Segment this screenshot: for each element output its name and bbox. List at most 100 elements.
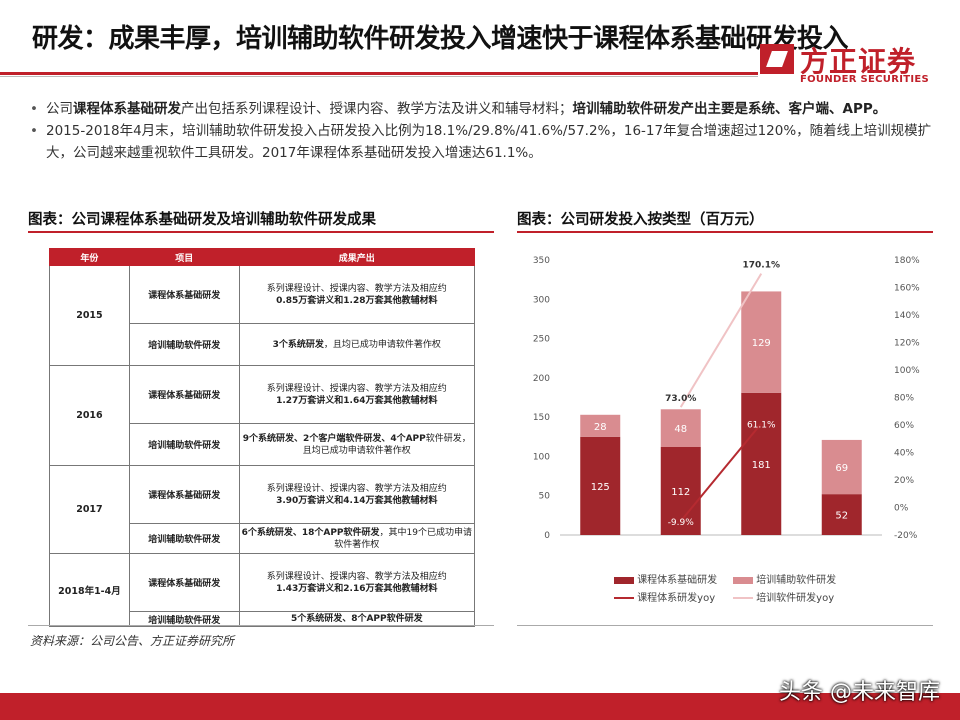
legend-item: 培训辅助软件研发 bbox=[733, 571, 836, 586]
bar-value-label: 125 bbox=[591, 482, 610, 493]
left-section-divider bbox=[28, 231, 494, 233]
bar-course bbox=[741, 392, 782, 535]
page-title: 研发：成果丰厚，培训辅助软件研发投入增速快于课程体系基础研发投入 bbox=[32, 24, 849, 54]
item-cell: 培训辅助软件研发 bbox=[128, 323, 240, 366]
bar-software bbox=[660, 409, 701, 447]
y2-tick-label: -20% bbox=[894, 531, 918, 540]
legend-label: 培训辅助软件研发 bbox=[756, 575, 837, 586]
y2-tick-label: 120% bbox=[894, 339, 920, 349]
output-bold: 6个系统研发、18个APP软件研发 bbox=[241, 527, 380, 538]
table-header: 年份 bbox=[49, 248, 130, 266]
legend-item: 课程体系研发yoy bbox=[614, 589, 715, 604]
left-bottom-divider bbox=[28, 625, 494, 626]
rd-investment-chart: 0 50 100 150 200 250 300 350 -20% 0% 20% 40% 60% 80% 1… bbox=[533, 256, 920, 540]
company-logo: 方正证券 FOUNDER SECURITIES bbox=[760, 40, 940, 90]
output-text: 系列课程设计、授课内容、教学方法及相应约 bbox=[266, 383, 447, 394]
legend-swatch-icon bbox=[614, 576, 634, 584]
output-cell: 9个系统研发、2个客户端软件研发、4个APP软件研发，且均已成功申请软件著作权 bbox=[238, 423, 476, 466]
y2-tick-label: 160% bbox=[894, 284, 920, 294]
y2-tick-label: 140% bbox=[894, 311, 920, 321]
table-row: 培训辅助软件研发 5个系统研发、8个APP软件研发 bbox=[50, 611, 476, 627]
item-cell: 课程体系基础研发 bbox=[128, 365, 240, 424]
yoy-value-label: 61.1% bbox=[747, 420, 776, 430]
table-row: 培训辅助软件研发 3个系统研发，且均已成功申请软件著作权 bbox=[50, 323, 476, 366]
legend-label: 课程体系基础研发 bbox=[637, 575, 718, 586]
output-text: ，其中19个已成功申请软件著作权 bbox=[334, 527, 472, 550]
output-cell: 系列课程设计、授课内容、教学方法及相应约 3.90万套讲义和4.14万套其他教辅材… bbox=[238, 465, 476, 524]
item-cell: 课程体系基础研发 bbox=[128, 465, 240, 524]
footer-bar bbox=[0, 693, 960, 720]
table-row: 2018年1-4月 课程体系基础研发 系列课程设计、授课内容、教学方法及相应约 1… bbox=[49, 553, 476, 627]
watermark: 头条 @未来智库 bbox=[779, 680, 940, 705]
year-cell: 2015 bbox=[49, 265, 130, 366]
y2-tick-label: 20% bbox=[894, 476, 914, 486]
legend-line-icon bbox=[733, 597, 753, 599]
y-tick-label: 200 bbox=[533, 374, 550, 384]
legend-swatch-icon bbox=[733, 576, 753, 584]
y-tick-label: 100 bbox=[533, 452, 550, 462]
research-output-table: 年份 项目 成果产出 2015 课程体系基础研发 系列课程设计、授课内容、教学方… bbox=[49, 248, 476, 627]
right-bottom-divider bbox=[517, 625, 933, 626]
table-row: 培训辅助软件研发 6个系统研发、18个APP软件研发，其中19个已成功申请软件著… bbox=[50, 523, 476, 554]
logo-mark-icon bbox=[760, 44, 794, 74]
item-cell: 培训辅助软件研发 bbox=[128, 423, 240, 466]
y-tick-label: 50 bbox=[539, 492, 551, 502]
title-divider-thin bbox=[0, 76, 758, 77]
output-cell: 系列课程设计、授课内容、教学方法及相应约 0.85万套讲义和1.28万套其他教辅材… bbox=[238, 265, 476, 324]
yoy-value-label: 170.1% bbox=[743, 261, 781, 271]
output-bold: 3.90万套讲义和4.14万套其他教辅材料 bbox=[276, 495, 438, 506]
bar-software bbox=[741, 291, 782, 393]
yoy-line bbox=[679, 273, 763, 408]
year-cell: 2018年1-4月 bbox=[49, 553, 130, 627]
bullet-highlight: 培训辅助软件研发 bbox=[572, 101, 681, 117]
bullet-text: 2015-2018年4月末，培训辅助软件研发投入占研发投入比例为18.1%/29… bbox=[46, 123, 932, 161]
legend-item: 培训软件研发yoy bbox=[733, 589, 834, 604]
output-bold: 5个系统研发、8个APP软件研发 bbox=[290, 614, 423, 624]
output-bold: 1.43万套讲义和2.16万套其他教辅材料 bbox=[276, 583, 438, 594]
output-cell: 3个系统研发，且均已成功申请软件著作权 bbox=[238, 323, 476, 366]
output-cell: 系列课程设计、授课内容、教学方法及相应约 1.27万套讲义和1.64万套其他教辅材… bbox=[238, 365, 476, 424]
table-header: 成果产出 bbox=[238, 248, 476, 266]
item-cell: 培训辅助软件研发 bbox=[128, 523, 240, 554]
bar-value-label: 52 bbox=[835, 511, 848, 522]
table-header: 项目 bbox=[128, 248, 240, 266]
year-cell: 2016 bbox=[49, 365, 130, 466]
legend-label: 课程体系研发yoy bbox=[637, 593, 716, 604]
y-tick-label: 350 bbox=[533, 256, 550, 266]
right-section-divider bbox=[517, 231, 933, 233]
bullet-highlight: 课程体系基础研发 bbox=[73, 101, 181, 117]
output-bold: 0.85万套讲义和1.28万套其他教辅材料 bbox=[276, 295, 438, 306]
bullet-text: 公司 bbox=[46, 101, 73, 117]
y2-tick-label: 60% bbox=[894, 421, 914, 431]
table-row: 2015 课程体系基础研发 系列课程设计、授课内容、教学方法及相应约 0.85万套… bbox=[49, 265, 476, 366]
bar-software bbox=[580, 414, 621, 437]
yoy-line bbox=[679, 422, 763, 522]
y2-tick-label: 0% bbox=[894, 504, 909, 514]
table-row: 2016 课程体系基础研发 系列课程设计、授课内容、教学方法及相应约 1.27万套… bbox=[49, 365, 476, 466]
y-tick-label: 0 bbox=[544, 531, 550, 540]
y-tick-label: 250 bbox=[533, 335, 550, 345]
source-note: 资料来源：公司公告、方正证券研究所 bbox=[30, 634, 235, 648]
logo-text-en: FOUNDER SECURITIES bbox=[800, 74, 930, 85]
legend-line-icon bbox=[614, 597, 634, 599]
output-text: ，且均已成功申请软件著作权 bbox=[323, 339, 441, 350]
logo-text-cn: 方正证券 bbox=[800, 45, 917, 78]
year-cell: 2017 bbox=[49, 465, 130, 554]
yoy-value-label: -9.9% bbox=[668, 518, 695, 528]
output-text: 软件研发，且均已成功申请软件著作权 bbox=[302, 433, 471, 456]
bar-course bbox=[580, 436, 621, 535]
table-row: 2017 课程体系基础研发 系列课程设计、授课内容、教学方法及相应约 3.90万套… bbox=[49, 465, 476, 554]
summary-bullets: 公司课程体系基础研发产出包括系列课程设计、授课内容、教学方法及讲义和辅导材料；培… bbox=[30, 98, 940, 164]
bar-value-label: 181 bbox=[752, 460, 771, 471]
output-bold: 1.27万套讲义和1.64万套其他教辅材料 bbox=[276, 395, 438, 406]
y2-tick-label: 100% bbox=[894, 366, 920, 376]
output-text: 系列课程设计、授课内容、教学方法及相应约 bbox=[266, 571, 447, 582]
output-cell: 6个系统研发、18个APP软件研发，其中19个已成功申请软件著作权 bbox=[238, 523, 476, 554]
output-text: 系列课程设计、授课内容、教学方法及相应约 bbox=[266, 483, 447, 494]
right-section-title: 图表：公司研发投入按类型（百万元） bbox=[517, 212, 764, 228]
y-tick-label: 150 bbox=[533, 413, 550, 423]
bar-value-label: 69 bbox=[835, 463, 848, 474]
y2-tick-label: 40% bbox=[894, 449, 914, 459]
output-text: 系列课程设计、授课内容、教学方法及相应约 bbox=[266, 283, 447, 294]
bar-software bbox=[821, 439, 862, 495]
